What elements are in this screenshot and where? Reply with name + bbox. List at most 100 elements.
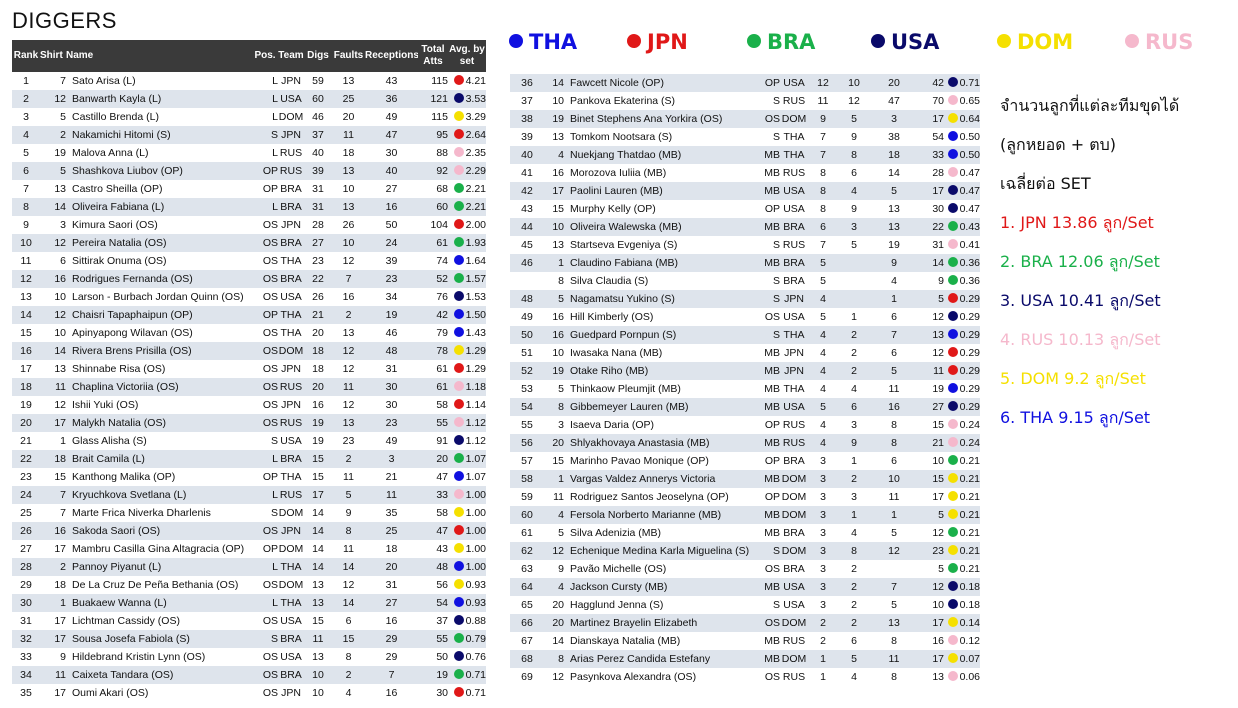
cell-rank: 56 [510, 434, 544, 452]
cell-faults: 12 [342, 399, 355, 411]
cell-digs: 11 [304, 630, 332, 648]
team-dot-icon [453, 687, 464, 697]
cell-shirt: 18 [54, 579, 66, 591]
cell-digs: 14 [312, 543, 324, 555]
col-shirt: Shirt [40, 40, 66, 72]
cell-name: Binet Stephens Ana Yorkira (OS) [564, 110, 754, 128]
table-row: 66 20 Martinez Brayelin Elizabeth OS DOM 2 2 13… [510, 614, 980, 632]
avg-value: 1.18 [465, 381, 486, 393]
cell-faults: 12 [332, 342, 365, 360]
team-ranking-item: 2. BRA 12.06 ลูก/Set [1000, 252, 1160, 271]
cell-digs: 4 [808, 434, 838, 452]
cell-name: Thinkaow Pleumjit (MB) [570, 383, 681, 395]
cell-receptions: 7 [365, 666, 418, 684]
cell-team: USA [280, 435, 302, 447]
cell-pos: MB [754, 146, 780, 164]
cell-total-atts: 115 [431, 75, 448, 87]
table-row: 20 17 Malykh Natalia (OS) OS RUS 19 13 23 55 1.12 [12, 414, 486, 432]
cell-avg: 1.53 [448, 288, 486, 306]
cell-name: Hildebrand Kristin Lynn (OS) [72, 651, 206, 663]
table-row: 52 19 Otake Riho (MB) MB JPN 4 2 5 11 0.29 [510, 362, 980, 380]
cell-faults: 2 [838, 326, 870, 344]
cell-pos: MB [754, 254, 780, 272]
cell-name: Hill Kimberly (OS) [570, 311, 654, 323]
cell-total-atts: 74 [436, 255, 448, 267]
cell-shirt: 17 [40, 630, 66, 648]
cell-team: BRA [278, 234, 304, 252]
cell-team: BRA [780, 254, 808, 272]
cell-team: THA [783, 131, 805, 143]
cell-rank: 39 [521, 131, 533, 143]
table-row: 53 5 Thinkaow Pleumjit (MB) MB THA 4 4 11 19 0.29 [510, 380, 980, 398]
cell-avg: 0.71 [448, 666, 486, 684]
avg-value: 0.07 [959, 653, 980, 665]
cell-faults: 13 [342, 75, 355, 87]
cell-shirt: 4 [544, 506, 564, 524]
cell-pos: L [252, 90, 278, 108]
team-dot-icon [453, 93, 464, 103]
cell-shirt: 12 [40, 90, 66, 108]
cell-total-atts: 16 [932, 635, 944, 647]
col-team: Team [278, 40, 304, 72]
avg-value: 1.43 [465, 327, 486, 339]
cell-digs: 4 [808, 362, 838, 380]
cell-faults: 6 [838, 398, 870, 416]
team-dot-icon [1125, 34, 1139, 48]
col-rank: Rank [12, 40, 40, 72]
col-digs: Digs [304, 40, 332, 72]
table-row: 22 18 Brait Camila (L) L BRA 15 2 3 20 1.07 [12, 450, 486, 468]
team-dot-icon [947, 167, 958, 177]
table-row: 56 20 Shlyakhovaya Anastasia (MB) MB RUS 4 9 8 2… [510, 434, 980, 452]
cell-rank: 24 [12, 486, 40, 504]
table-row: 65 20 Hagglund Jenna (S) S USA 3 2 5 10 0.18 [510, 596, 980, 614]
cell-total-atts: 54 [932, 131, 944, 143]
cell-receptions: 1 [870, 290, 918, 308]
cell-pos: OS [262, 255, 278, 267]
cell-rank: 26 [12, 522, 40, 540]
cell-total-atts: 23 [918, 542, 944, 560]
cell-team: BRA [783, 275, 805, 287]
cell-name: Malykh Natalia (OS) [66, 414, 252, 432]
cell-team: BRA [280, 183, 302, 195]
cell-pos: OP [764, 419, 780, 431]
cell-avg: 1.18 [448, 378, 486, 396]
cell-faults: 5 [838, 650, 870, 668]
cell-receptions: 11 [888, 383, 900, 395]
cell-name: Kimura Saori (OS) [72, 219, 158, 231]
table-row: 60 4 Fersola Norberto Marianne (MB) MB DOM 3 1… [510, 506, 980, 524]
cell-rank: 41 [521, 167, 533, 179]
table-row: 15 10 Apinyapong Wilavan (OS) OS THA 20 13 46 79… [12, 324, 486, 342]
cell-receptions: 27 [365, 594, 418, 612]
cell-digs: 14 [304, 522, 332, 540]
cell-name: Larson - Burbach Jordan Quinn (OS) [72, 291, 244, 303]
cell-rank: 59 [521, 491, 533, 503]
team-dot-icon [947, 293, 958, 303]
avg-value: 0.29 [959, 293, 980, 305]
avg-value: 0.88 [465, 615, 486, 627]
cell-total-atts: 55 [418, 630, 448, 648]
cell-digs: 8 [820, 203, 826, 215]
table-row: 24 7 Kryuchkova Svetlana (L) L RUS 17 5 11 33 1.0… [12, 486, 486, 504]
cell-total-atts: 21 [918, 434, 944, 452]
cell-faults: 6 [851, 167, 857, 179]
cell-shirt: 5 [40, 162, 66, 180]
cell-total-atts: 17 [918, 110, 944, 128]
cell-avg: 0.43 [944, 218, 980, 236]
cell-name: Mambru Casilla Gina Altagracia (OP) [72, 543, 245, 555]
cell-digs: 13 [312, 579, 324, 591]
cell-receptions: 30 [385, 147, 398, 159]
avg-value: 1.29 [465, 363, 486, 375]
cell-receptions: 39 [385, 255, 398, 267]
cell-receptions: 48 [365, 342, 418, 360]
cell-digs: 2 [808, 614, 838, 632]
avg-value: 0.24 [959, 437, 980, 449]
cell-shirt: 10 [552, 347, 564, 359]
team-ranking-list: 1. JPN 13.86 ลูก/Set 2. BRA 12.06 ลูก/Set… [1000, 211, 1235, 445]
cell-team: DOM [780, 614, 808, 632]
cell-receptions: 16 [385, 687, 398, 699]
cell-rank: 29 [20, 579, 32, 591]
cell-avg: 0.41 [944, 236, 980, 254]
cell-avg: 3.29 [448, 108, 486, 126]
cell-avg: 0.21 [944, 524, 980, 542]
cell-faults: 2 [851, 599, 857, 611]
